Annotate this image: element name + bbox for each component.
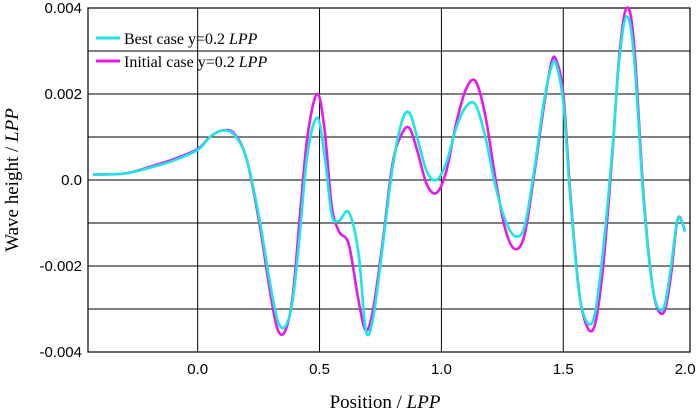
legend-label-initial: Initial case y=0.2 — [124, 54, 235, 71]
x-tick-label-3: 1.5 — [553, 361, 574, 378]
legend-label-best: Best case y=0.2 — [124, 31, 225, 48]
y-tick-label-0: 0.004 — [44, 0, 82, 17]
series-line-0 — [92, 15, 687, 337]
y-tick-label-3: -0.002 — [39, 258, 82, 275]
y-axis-title: Wave height / LPP — [2, 108, 23, 252]
x-tick-label-0: 0.0 — [187, 361, 208, 378]
x-tick-label-1: 0.5 — [309, 361, 330, 378]
legend-unit-initial: LPP — [238, 54, 268, 71]
legend-unit-best: LPP — [228, 31, 258, 48]
legend: Best case y=0.2 LPP Initial case y=0.2 LPP — [96, 31, 267, 71]
y-axis-title-main: Wave height / — [2, 142, 23, 252]
plot-frame — [87, 7, 691, 353]
series-layer — [92, 6, 687, 337]
y-tick-label-4: -0.004 — [39, 344, 82, 361]
y-axis-title-unit: LPP — [2, 108, 23, 143]
y-tick-label-2: 0.0 — [61, 172, 82, 189]
grid-lines — [88, 8, 690, 352]
x-tick-label-2: 1.0 — [431, 361, 452, 378]
x-axis-title-main: Position / — [330, 392, 407, 413]
y-tick-labels: 0.004 0.002 0.0 -0.002 -0.004 — [39, 0, 82, 361]
x-tick-labels: 0.0 0.5 1.0 1.5 2.0 — [187, 361, 695, 378]
legend-entry-initial: Initial case y=0.2 LPP — [124, 54, 267, 71]
x-axis-title-unit: LPP — [406, 392, 441, 413]
x-tick-label-4: 2.0 — [675, 361, 696, 378]
x-axis-title: Position / LPP — [330, 392, 441, 413]
legend-entry-best: Best case y=0.2 LPP — [124, 31, 258, 48]
y-tick-label-1: 0.002 — [44, 86, 82, 103]
